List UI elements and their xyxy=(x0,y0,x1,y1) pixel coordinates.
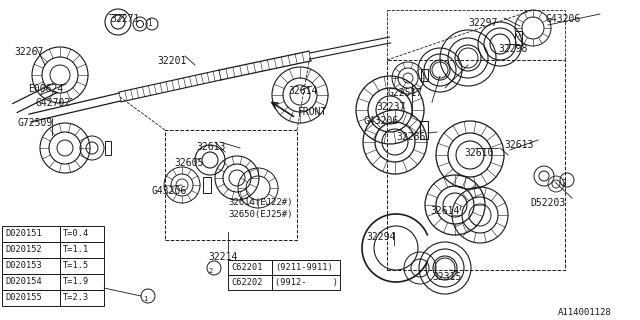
Bar xyxy=(420,69,428,81)
Bar xyxy=(2,290,60,306)
Bar xyxy=(272,275,340,290)
Text: D020154: D020154 xyxy=(5,277,42,286)
Text: 32294: 32294 xyxy=(366,232,396,242)
Bar xyxy=(2,226,60,242)
Text: T=0.4: T=0.4 xyxy=(63,229,89,238)
Bar xyxy=(105,141,111,155)
Bar xyxy=(60,242,104,258)
Text: A114001128: A114001128 xyxy=(558,308,612,317)
Bar xyxy=(2,242,60,258)
Text: G22517: G22517 xyxy=(388,88,423,98)
Text: G43206: G43206 xyxy=(364,116,399,126)
Bar xyxy=(420,121,428,139)
Text: 32610: 32610 xyxy=(464,148,493,158)
Text: G43206: G43206 xyxy=(152,186,188,196)
Bar xyxy=(203,177,211,193)
Text: 2: 2 xyxy=(562,179,566,188)
Text: 32286: 32286 xyxy=(396,132,426,142)
Text: 32201: 32201 xyxy=(157,56,186,66)
Text: (9912-     ): (9912- ) xyxy=(275,278,338,287)
Text: G43206: G43206 xyxy=(546,14,581,24)
Text: T=1.9: T=1.9 xyxy=(63,277,89,286)
Bar xyxy=(228,260,272,275)
Bar xyxy=(515,31,522,45)
Bar xyxy=(272,260,340,275)
Text: D020155: D020155 xyxy=(5,293,42,302)
Text: 32214: 32214 xyxy=(208,252,237,262)
Text: D020152: D020152 xyxy=(5,245,42,254)
Text: 32614: 32614 xyxy=(430,206,460,216)
Text: 32271: 32271 xyxy=(110,14,140,24)
Text: 32650(EJ25#): 32650(EJ25#) xyxy=(228,210,292,219)
Text: 32267: 32267 xyxy=(14,47,44,57)
Bar xyxy=(2,258,60,274)
Text: 32297: 32297 xyxy=(468,18,497,28)
Text: (9211-9911): (9211-9911) xyxy=(275,263,333,272)
Bar xyxy=(60,290,104,306)
Text: 32614(EJ22#): 32614(EJ22#) xyxy=(228,198,292,207)
Text: T=2.3: T=2.3 xyxy=(63,293,89,302)
Text: C62201: C62201 xyxy=(231,263,262,272)
Bar xyxy=(165,130,297,240)
Text: 32298: 32298 xyxy=(498,44,527,54)
Text: D52203: D52203 xyxy=(530,198,565,208)
Text: T=1.1: T=1.1 xyxy=(63,245,89,254)
Text: FRONT: FRONT xyxy=(298,107,328,117)
Bar xyxy=(60,258,104,274)
Text: 32614: 32614 xyxy=(288,86,317,96)
Text: 32605: 32605 xyxy=(174,158,204,168)
Bar xyxy=(60,274,104,290)
Text: 2: 2 xyxy=(209,268,213,274)
Text: 32315: 32315 xyxy=(432,272,461,282)
Text: 32613: 32613 xyxy=(504,140,533,150)
Bar xyxy=(228,275,272,290)
Text: G42702: G42702 xyxy=(35,98,70,108)
Text: 32613: 32613 xyxy=(196,142,225,152)
Text: 1: 1 xyxy=(143,296,147,302)
Text: D020153: D020153 xyxy=(5,261,42,270)
Text: E00624: E00624 xyxy=(28,84,63,94)
Text: C62202: C62202 xyxy=(231,278,262,287)
Text: T=1.5: T=1.5 xyxy=(63,261,89,270)
Text: G72509: G72509 xyxy=(18,118,53,128)
Text: 32237: 32237 xyxy=(376,102,405,112)
Bar xyxy=(60,226,104,242)
Bar xyxy=(2,274,60,290)
Text: D020151: D020151 xyxy=(5,229,42,238)
Text: 1: 1 xyxy=(147,20,151,28)
Bar xyxy=(387,60,565,270)
